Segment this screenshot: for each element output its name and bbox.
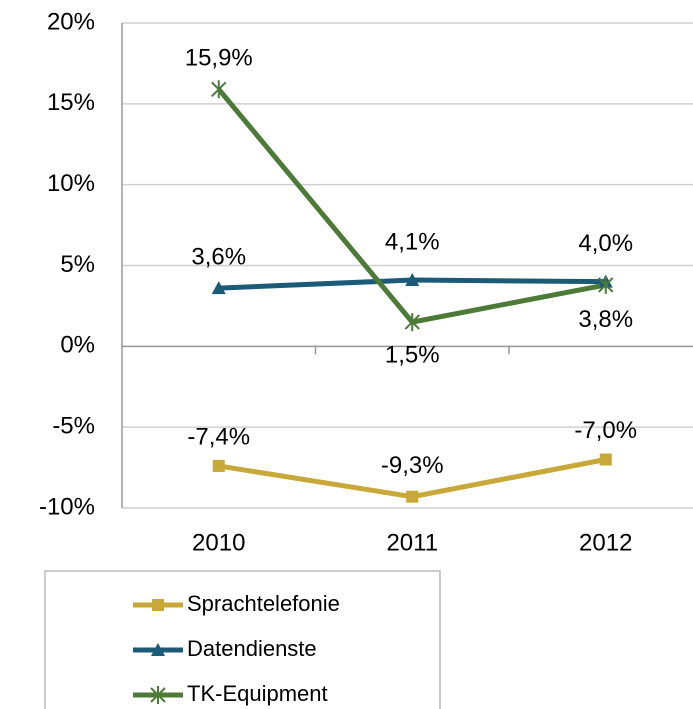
marker	[152, 599, 164, 611]
marker	[405, 273, 420, 287]
y-tick-label: 20%	[47, 8, 95, 35]
x-tick-label: 2010	[192, 529, 245, 556]
legend-text: Datendienste	[187, 636, 317, 661]
y-tick-label: 15%	[47, 89, 95, 116]
y-tick-label: -5%	[52, 413, 95, 440]
marker	[150, 686, 166, 704]
y-tick-label: 0%	[60, 332, 95, 359]
legend-text: Sprachtelefonie	[187, 591, 340, 616]
y-tick-label: -10%	[39, 493, 95, 520]
marker	[404, 313, 420, 332]
marker	[211, 281, 226, 295]
marker	[151, 643, 165, 656]
y-tick-label: 5%	[60, 251, 95, 278]
marker	[598, 275, 614, 294]
data-label: 4,0%	[578, 230, 633, 257]
data-label: -7,4%	[187, 423, 250, 450]
data-label: 3,8%	[578, 306, 633, 333]
y-tick-label: 10%	[47, 170, 95, 197]
marker	[406, 490, 419, 503]
marker	[212, 459, 225, 472]
x-tick-label: 2011	[386, 529, 438, 556]
marker	[599, 453, 612, 466]
data-label: 1,5%	[385, 341, 440, 368]
data-label: 15,9%	[185, 45, 253, 72]
data-label: -9,3%	[381, 452, 444, 479]
legend-box	[44, 570, 441, 709]
legend-text: TK-Equipment	[187, 681, 328, 706]
data-label: -7,0%	[574, 417, 637, 444]
data-label: 4,1%	[385, 228, 440, 255]
x-tick-label: 2012	[579, 529, 632, 556]
marker	[211, 80, 227, 99]
data-label: 3,6%	[191, 243, 246, 270]
